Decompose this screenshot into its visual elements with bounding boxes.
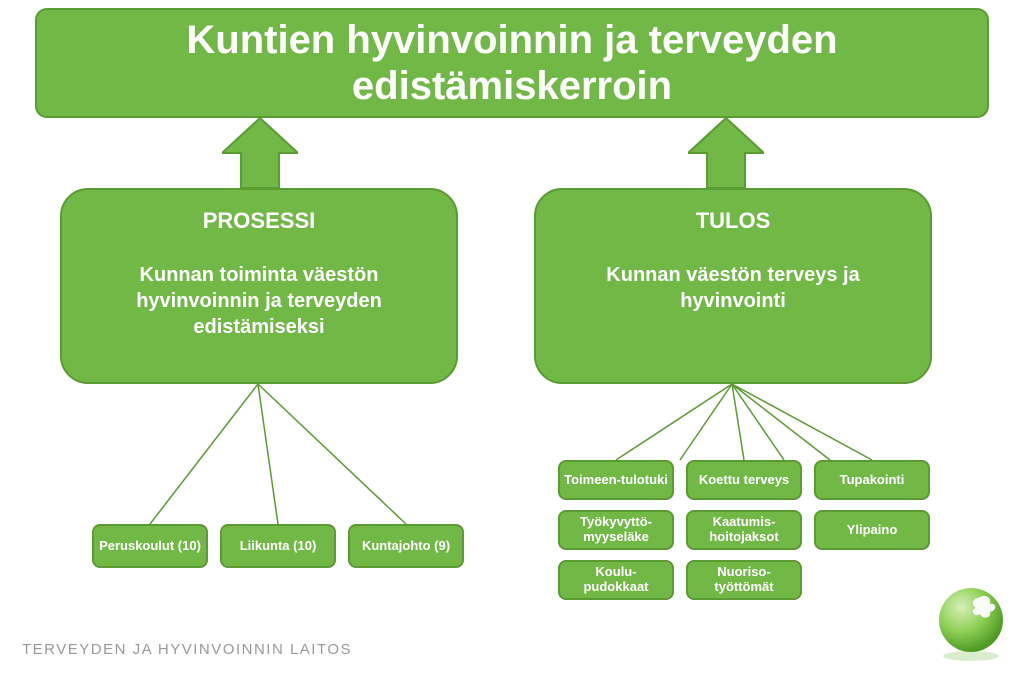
leaf-label: Työkyvyttö-myyseläke bbox=[564, 515, 668, 545]
leaf-label: Koettu terveys bbox=[699, 473, 789, 488]
leaf-toimeentulotuki: Toimeen-tulotuki bbox=[558, 460, 674, 500]
leaf-label: Peruskoulut (10) bbox=[99, 539, 201, 554]
leaf-peruskoulut: Peruskoulut (10) bbox=[92, 524, 208, 568]
leaf-kaatumishoitojaksot: Kaatumis-hoitojaksot bbox=[686, 510, 802, 550]
leaf-label: Liikunta (10) bbox=[240, 539, 317, 554]
right-branch-box: TULOS Kunnan väestön terveys ja hyvinvoi… bbox=[534, 188, 932, 384]
leaf-koettu-terveys: Koettu terveys bbox=[686, 460, 802, 500]
title-box: Kuntien hyvinvoinnin ja terveyden edistä… bbox=[35, 8, 989, 118]
leaf-label: Nuoriso-työttömät bbox=[692, 565, 796, 595]
leaf-nuorisotyottomat: Nuoriso-työttömät bbox=[686, 560, 802, 600]
leaf-label: Tupakointi bbox=[840, 473, 905, 488]
leaf-label: Toimeen-tulotuki bbox=[564, 473, 668, 488]
left-branch-title: PROSESSI bbox=[86, 208, 432, 234]
leaf-tupakointi: Tupakointi bbox=[814, 460, 930, 500]
left-branch-box: PROSESSI Kunnan toiminta väestön hyvinvo… bbox=[60, 188, 458, 384]
right-branch-subtitle: Kunnan väestön terveys ja hyvinvointi bbox=[560, 262, 906, 314]
footer-text: TERVEYDEN JA HYVINVOINNIN LAITOS bbox=[22, 641, 352, 658]
right-branch-title: TULOS bbox=[560, 208, 906, 234]
leaf-koulupudokkaat: Koulu-pudokkaat bbox=[558, 560, 674, 600]
globe-icon bbox=[932, 584, 1010, 662]
leaf-label: Koulu-pudokkaat bbox=[564, 565, 668, 595]
leaf-kuntajohto: Kuntajohto (9) bbox=[348, 524, 464, 568]
title-text: Kuntien hyvinvoinnin ja terveyden edistä… bbox=[57, 17, 967, 109]
leaf-tyokyvyttomyyselake: Työkyvyttö-myyseläke bbox=[558, 510, 674, 550]
leaf-label: Ylipaino bbox=[847, 523, 898, 538]
left-branch-subtitle: Kunnan toiminta väestön hyvinvoinnin ja … bbox=[86, 262, 432, 340]
leaf-label: Kuntajohto (9) bbox=[362, 539, 450, 554]
leaf-ylipaino: Ylipaino bbox=[814, 510, 930, 550]
leaf-label: Kaatumis-hoitojaksot bbox=[692, 515, 796, 545]
leaf-liikunta: Liikunta (10) bbox=[220, 524, 336, 568]
